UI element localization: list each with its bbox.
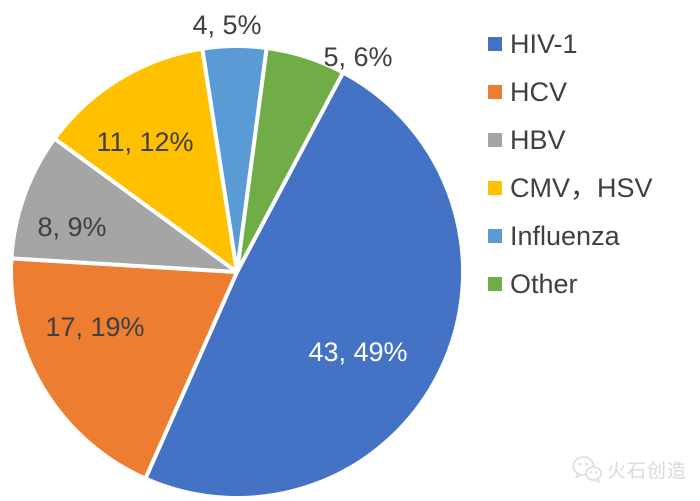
slice-data-label-cmv-hsv: 11, 12% xyxy=(96,127,193,157)
pie-slice-hcv xyxy=(9,256,239,481)
slice-data-label-other: 5, 6% xyxy=(323,42,392,72)
pie-slice-hiv-1 xyxy=(143,70,466,500)
legend-item-hcv: HCV xyxy=(488,75,653,109)
legend-item-hbv: HBV xyxy=(488,123,653,157)
legend-label-influenza: Influenza xyxy=(510,221,620,251)
legend-swatch-influenza xyxy=(488,229,502,243)
pie-slice-other xyxy=(235,45,346,274)
legend: HIV-1 HCV HBV CMV，HSV Influenza Other xyxy=(488,27,653,301)
watermark-text: 火石创造 xyxy=(607,460,688,482)
pie-slice-hbv xyxy=(9,136,239,274)
legend-item-other: Other xyxy=(488,267,653,301)
legend-swatch-hcv xyxy=(488,85,502,99)
legend-label-hbv: HBV xyxy=(510,125,566,155)
legend-item-hiv-1: HIV-1 xyxy=(488,27,653,61)
legend-swatch-hbv xyxy=(488,133,502,147)
legend-item-cmv-hsv: CMV，HSV xyxy=(488,171,653,205)
pie-slice-cmv-hsv xyxy=(52,46,239,274)
legend-label-cmv-hsv: CMV，HSV xyxy=(510,173,653,203)
slice-data-label-hiv-1: 43, 49% xyxy=(308,337,407,367)
legend-item-influenza: Influenza xyxy=(488,219,653,253)
legend-label-hiv-1: HIV-1 xyxy=(510,29,578,59)
slice-data-label-hbv: 8, 9% xyxy=(37,212,106,242)
wechat-icon xyxy=(572,456,602,483)
slice-data-label-influenza: 4, 5% xyxy=(192,10,261,40)
slice-data-label-hcv: 17, 19% xyxy=(45,312,144,342)
watermark: 火石创造 xyxy=(572,452,687,486)
legend-label-other: Other xyxy=(510,269,578,299)
legend-swatch-other xyxy=(488,277,502,291)
legend-label-hcv: HCV xyxy=(510,77,568,107)
legend-swatch-cmv-hsv xyxy=(488,181,502,195)
legend-swatch-hiv-1 xyxy=(488,37,502,51)
